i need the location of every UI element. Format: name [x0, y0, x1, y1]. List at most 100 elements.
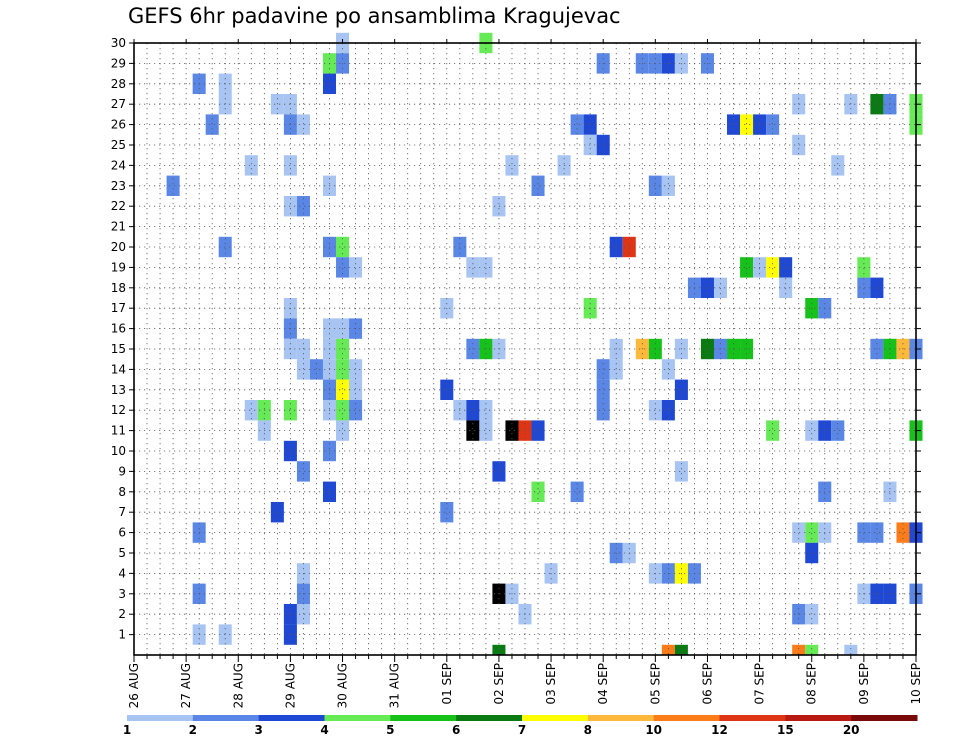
- heatmap-cell: [727, 114, 741, 135]
- y-tick-label: 5: [118, 546, 126, 560]
- y-tick-label: 9: [118, 464, 126, 478]
- heatmap-cell: [661, 359, 675, 380]
- heatmap-cell: [309, 359, 323, 380]
- heatmap-cell: [870, 522, 884, 543]
- heatmap-cell: [596, 134, 610, 156]
- x-tick-label: 26 AUG: [127, 663, 141, 708]
- heatmap-cell: [336, 400, 350, 421]
- heatmap-cell: [466, 257, 480, 278]
- colorbar-swatch: [390, 715, 457, 721]
- x-tick-label: 27 AUG: [179, 663, 193, 708]
- heatmap-cell: [218, 624, 232, 645]
- chart-title: GEFS 6hr padavine po ansamblima Kragujev…: [128, 4, 621, 28]
- x-tick-label: 28 AUG: [231, 663, 245, 708]
- heatmap-cell: [661, 175, 675, 196]
- heatmap-cell: [570, 481, 584, 502]
- heatmap-cell: [700, 277, 714, 298]
- heatmap-cell: [466, 400, 480, 421]
- colorbar-swatch: [324, 715, 391, 721]
- heatmap-cell: [505, 420, 519, 441]
- heatmap-cell: [661, 400, 675, 421]
- colorbar-label: 6: [452, 723, 460, 737]
- colorbar-label: 8: [584, 723, 592, 737]
- grid-lines: [134, 43, 916, 655]
- colorbar-swatch: [587, 715, 655, 721]
- heatmap-cell: [492, 461, 506, 482]
- y-tick-label: 19: [111, 260, 126, 274]
- heatmap-cell: [336, 420, 350, 441]
- heatmap-cell: [166, 175, 180, 196]
- heatmap-cell: [244, 400, 258, 421]
- y-tick-label: 13: [111, 383, 126, 397]
- y-tick-label: 20: [111, 240, 126, 254]
- bottom-markers: [492, 644, 858, 655]
- heatmap-cell: [479, 420, 493, 441]
- heatmap-cell: [779, 277, 793, 298]
- heatmap-cell: [596, 359, 610, 380]
- heatmap-cell: [857, 277, 871, 298]
- colorbar-label: 20: [843, 723, 860, 737]
- heatmap-cell: [492, 644, 506, 655]
- y-tick-label: 22: [111, 199, 126, 213]
- y-tick-label: 21: [111, 220, 126, 234]
- x-tick-label: 06 SEP: [700, 663, 714, 705]
- heatmap-cell: [283, 114, 297, 135]
- colorbar-label: 15: [777, 723, 794, 737]
- colorbar-swatch: [522, 715, 589, 721]
- y-tick-label: 25: [111, 138, 126, 152]
- heatmap-cell: [296, 359, 310, 380]
- x-tick-label: 01 SEP: [440, 663, 454, 705]
- y-tick-label: 11: [111, 424, 126, 438]
- x-tick-label: 29 AUG: [283, 663, 297, 708]
- y-tick-label: 29: [111, 56, 126, 70]
- heatmap-cell: [479, 257, 493, 278]
- x-tick-label: 05 SEP: [648, 663, 662, 705]
- heatmap-cell: [661, 644, 675, 655]
- colorbar-label: 12: [711, 723, 728, 737]
- colorbar-label: 5: [386, 723, 394, 737]
- heatmap-cell: [831, 420, 845, 441]
- heatmap-cell: [740, 257, 754, 278]
- heatmap-cell: [609, 359, 623, 380]
- heatmap-cell: [531, 175, 545, 196]
- colorbar-label: 7: [518, 723, 526, 737]
- heatmap-cell: [283, 624, 297, 645]
- heatmap-cell: [531, 481, 545, 502]
- y-tick-label: 3: [118, 587, 126, 601]
- colorbar-swatch: [851, 715, 918, 721]
- heatmap-cell: [270, 502, 284, 523]
- heatmap-cell: [296, 461, 310, 482]
- heatmap-cell: [336, 236, 350, 258]
- heatmap-cell: [779, 257, 793, 278]
- heatmap-cell: [349, 400, 363, 421]
- y-tick-label: 18: [111, 281, 126, 295]
- y-tick-label: 23: [111, 179, 126, 193]
- y-tick-label: 8: [118, 485, 126, 499]
- heatmap-cell: [648, 175, 662, 196]
- heatmap-cell: [440, 379, 454, 400]
- y-tick-label: 27: [111, 97, 126, 111]
- colorbar-swatch: [719, 715, 786, 721]
- colorbar-swatch: [456, 715, 523, 721]
- colorbar-swatch: [258, 715, 325, 721]
- colorbar-label: 1: [123, 723, 131, 737]
- heatmap-cell: [857, 522, 871, 543]
- heatmap-cell: [805, 644, 819, 655]
- y-ticks: 1234567891011121314151617181920212223242…: [111, 36, 921, 642]
- y-tick-label: 26: [111, 118, 126, 132]
- heatmap-cell: [674, 461, 688, 482]
- heatmap-cell: [648, 400, 662, 421]
- x-tick-label: 08 SEP: [805, 663, 819, 705]
- y-tick-label: 17: [111, 301, 126, 315]
- x-tick-label: 02 SEP: [492, 663, 506, 705]
- heatmap-cell: [896, 522, 910, 543]
- y-tick-label: 2: [118, 607, 126, 621]
- heatmap-cell: [766, 257, 780, 278]
- heatmap-cell: [283, 440, 297, 462]
- y-tick-label: 6: [118, 526, 126, 540]
- heatmap-cell: [205, 114, 219, 135]
- heatmap-cell: [831, 155, 845, 176]
- heatmap-cell: [766, 420, 780, 441]
- heatmap-cell: [479, 400, 493, 421]
- heatmap-cell: [349, 379, 363, 400]
